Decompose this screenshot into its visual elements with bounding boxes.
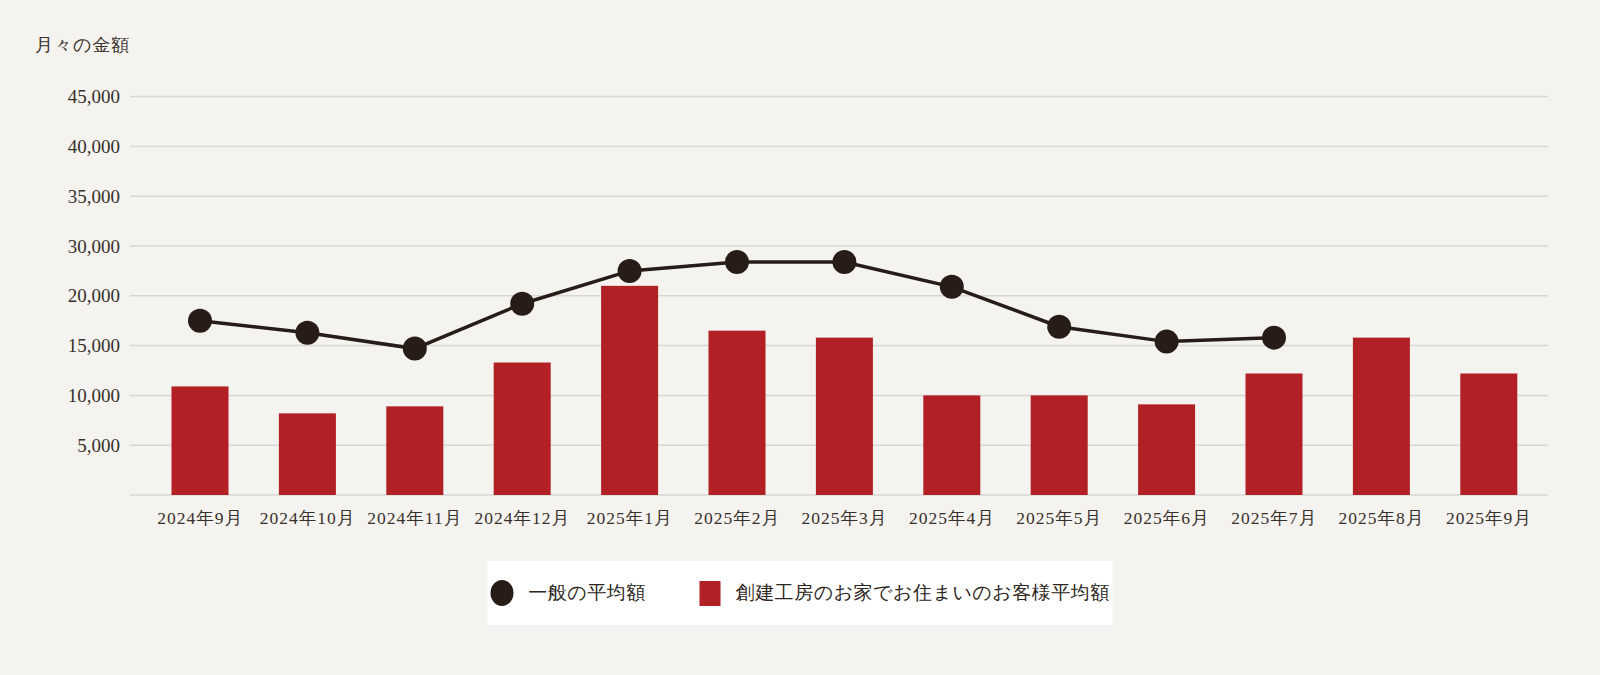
bar xyxy=(1246,373,1303,495)
bar xyxy=(1138,404,1195,495)
data-point xyxy=(832,250,856,274)
legend: 一般の平均額 創建工房のお家でお住まいのお客様平均額 xyxy=(488,561,1113,625)
chart-page: 月々の金額 45,00040,00035,00030,00020,00015,0… xyxy=(0,0,1600,675)
y-tick-label: 10,000 xyxy=(68,385,120,406)
y-tick-label: 40,000 xyxy=(68,136,120,157)
data-point xyxy=(510,292,534,316)
bar xyxy=(709,331,766,495)
y-tick-label: 5,000 xyxy=(77,435,120,456)
y-tick-label: 30,000 xyxy=(68,236,120,257)
data-point xyxy=(725,250,749,274)
bar xyxy=(279,413,336,495)
data-point xyxy=(1262,326,1286,350)
bar xyxy=(923,395,980,495)
x-tick-label: 2024年11月 xyxy=(367,508,462,528)
chart-canvas: 45,000 40,000 35,000 30,000 20,000 15,000 10,0… xyxy=(0,0,1600,556)
y-tick-label: 45,000 xyxy=(68,86,120,107)
legend-item-bar-series: 創建工房のお家でお住まいのお客様平均額 xyxy=(700,580,1110,606)
bar xyxy=(494,363,551,495)
x-tick-label: 2025年8月 xyxy=(1339,508,1425,528)
bar xyxy=(816,338,873,495)
x-tick-label: 2025年4月 xyxy=(909,508,995,528)
data-point xyxy=(295,321,319,345)
data-point xyxy=(618,259,642,283)
data-point xyxy=(188,309,212,333)
legend-label-customer-average: 創建工房のお家でお住まいのお客様平均額 xyxy=(736,580,1110,606)
x-tick-label: 2025年6月 xyxy=(1124,508,1210,528)
bar xyxy=(1353,338,1410,495)
x-tick-label: 2024年10月 xyxy=(260,508,356,528)
x-tick-label: 2025年9月 xyxy=(1446,508,1532,528)
bar xyxy=(1031,395,1088,495)
y-tick-label: 20,000 xyxy=(68,285,120,306)
x-tick-label: 2025年3月 xyxy=(802,508,888,528)
x-tick-label: 2024年12月 xyxy=(474,508,570,528)
x-tick-label: 2024年9月 xyxy=(157,508,243,528)
bar xyxy=(601,286,658,495)
legend-label-general-average: 一般の平均額 xyxy=(528,580,645,606)
legend-circle-marker-icon xyxy=(490,580,513,606)
y-tick-label: 35,000 xyxy=(68,186,120,207)
bar xyxy=(172,386,229,495)
x-tick-label: 2025年5月 xyxy=(1016,508,1102,528)
bar xyxy=(386,406,443,495)
data-point xyxy=(1047,315,1071,339)
legend-square-marker-icon xyxy=(700,581,721,606)
x-tick-label: 2025年1月 xyxy=(587,508,673,528)
data-point xyxy=(403,337,427,361)
bar xyxy=(1460,373,1517,495)
legend-item-line-series: 一般の平均額 xyxy=(490,580,645,606)
x-tick-label: 2025年7月 xyxy=(1231,508,1317,528)
y-tick-label: 15,000 xyxy=(68,335,120,356)
x-tick-label: 2025年2月 xyxy=(694,508,780,528)
data-point xyxy=(940,275,964,299)
data-point xyxy=(1155,330,1179,354)
